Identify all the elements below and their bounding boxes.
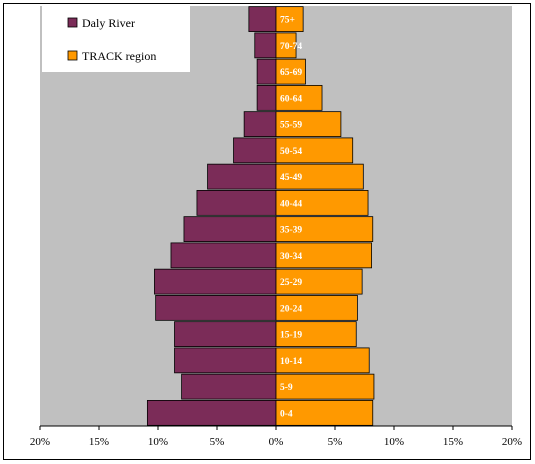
age-group-labels: 0-4 5-9 10-14 15-19 20-24 25-29 30-34 35-39 40-4… — [280, 16, 302, 420]
bar-daly-river-15-19 — [174, 321, 277, 347]
age-label-65-69: 65-69 — [280, 68, 302, 78]
bar-track-region-5-9 — [275, 373, 375, 400]
age-label-35-39: 35-39 — [280, 226, 302, 236]
bar-track-region-45-49 — [275, 163, 364, 190]
bar-daly-river-75+ — [248, 6, 277, 32]
bar-daly-river-30-34 — [170, 242, 277, 269]
bar-track-region-25-29 — [275, 268, 363, 295]
age-label-25-29: 25-29 — [280, 278, 302, 288]
bar-track-region-70-74 — [275, 32, 297, 59]
bar-daly-river-20-24 — [155, 295, 277, 321]
x-tick-label: 10% — [148, 436, 168, 448]
bar-daly-river-35-39 — [183, 216, 277, 242]
age-label-40-44: 40-44 — [280, 199, 302, 209]
bar-daly-river-45-49 — [207, 163, 277, 190]
x-tick-label: 15% — [443, 436, 463, 448]
x-tick-label: 20% — [502, 436, 522, 448]
bar-track-region-55-59 — [275, 111, 342, 137]
bar-daly-river-40-44 — [196, 190, 277, 216]
legend-swatch-track-region — [67, 50, 78, 61]
bar-track-region-15-19 — [275, 321, 357, 347]
age-label-60-64: 60-64 — [280, 94, 302, 104]
legend-box — [42, 6, 190, 72]
legend-label-daly-river: Daly River — [82, 16, 135, 30]
age-label-75+: 75+ — [280, 16, 295, 26]
age-label-70-74: 70-74 — [280, 42, 302, 52]
bar-daly-river-5-9 — [181, 373, 277, 400]
age-label-45-49: 45-49 — [280, 173, 302, 183]
bar-track-region-65-69 — [275, 58, 306, 85]
age-label-55-59: 55-59 — [280, 121, 302, 131]
bar-daly-river-10-14 — [174, 347, 277, 374]
age-label-5-9: 5-9 — [280, 383, 293, 393]
bar-daly-river-0-4 — [146, 400, 277, 426]
age-label-30-34: 30-34 — [280, 252, 302, 262]
bar-track-region-40-44 — [275, 190, 369, 216]
age-label-10-14: 10-14 — [280, 357, 302, 367]
bar-daly-river-55-59 — [243, 111, 277, 137]
x-tick-label: 10% — [384, 436, 404, 448]
x-tick-label: 20% — [30, 436, 50, 448]
legend: Daly River TRACK region — [42, 6, 190, 72]
bar-daly-river-70-74 — [254, 32, 277, 59]
daly-river-bars — [146, 6, 277, 426]
bar-daly-river-60-64 — [256, 85, 277, 111]
track-region-bars — [275, 6, 375, 426]
bar-daly-river-65-69 — [256, 58, 277, 85]
bar-track-region-35-39 — [275, 216, 374, 242]
x-axis: 20% 15% 10% 5% 0% 5% 10% 15% 20% — [30, 425, 522, 448]
bar-track-region-60-64 — [275, 85, 323, 111]
age-label-20-24: 20-24 — [280, 304, 302, 314]
x-tick-label: 5% — [210, 436, 225, 448]
bar-track-region-0-4 — [275, 400, 374, 426]
bar-track-region-10-14 — [275, 347, 370, 374]
legend-label-track-region: TRACK region — [82, 49, 156, 63]
x-tick-label: 0% — [269, 436, 284, 448]
x-tick-label: 15% — [89, 436, 109, 448]
bar-track-region-75+ — [275, 6, 304, 32]
age-label-0-4: 0-4 — [280, 409, 293, 419]
bar-daly-river-50-54 — [233, 137, 277, 164]
bar-track-region-20-24 — [275, 295, 358, 321]
legend-swatch-daly-river — [67, 17, 78, 28]
bar-track-region-50-54 — [275, 137, 354, 164]
age-label-50-54: 50-54 — [280, 147, 302, 157]
age-label-15-19: 15-19 — [280, 331, 302, 341]
x-tick-label: 5% — [328, 436, 343, 448]
bar-track-region-30-34 — [275, 242, 372, 269]
bar-daly-river-25-29 — [154, 268, 277, 295]
